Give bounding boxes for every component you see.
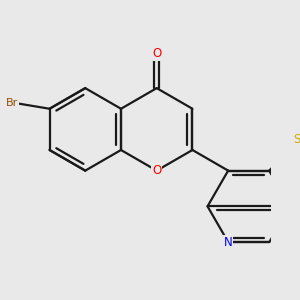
Text: O: O [152,46,161,60]
Text: S: S [293,134,300,146]
Text: N: N [224,236,233,249]
Text: O: O [152,164,161,177]
Text: Br: Br [6,98,19,108]
